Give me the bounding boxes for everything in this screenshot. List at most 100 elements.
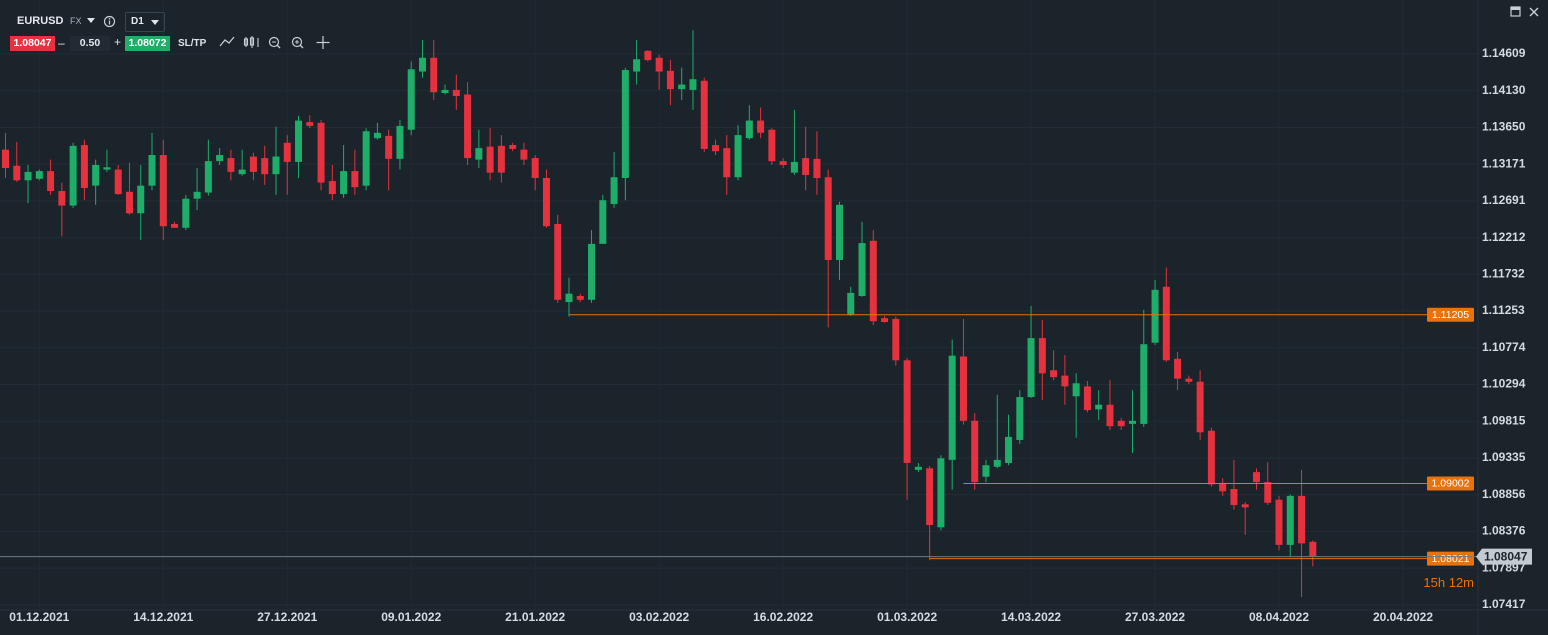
candle: [283, 135, 291, 195]
candle-body: [396, 125, 404, 159]
timeframe[interactable]: D1: [131, 16, 144, 27]
candle: [418, 40, 426, 78]
candle-body: [92, 164, 100, 186]
candle-body: [610, 177, 618, 205]
candle: [452, 74, 460, 110]
candle: [633, 40, 641, 85]
candle: [171, 221, 179, 228]
candle-body: [644, 50, 652, 61]
candle: [1038, 319, 1046, 401]
candle: [47, 159, 55, 195]
candle: [92, 159, 100, 205]
candle-body: [599, 200, 607, 244]
candle-body: [1095, 404, 1103, 410]
candle-body: [249, 156, 257, 172]
candle-body: [1196, 381, 1204, 433]
candle-body: [531, 158, 539, 179]
candle: [892, 316, 900, 366]
candle: [520, 142, 528, 165]
candle: [216, 148, 224, 165]
candle-body: [993, 459, 1001, 467]
x-tick-label: 20.04.2022: [1373, 610, 1433, 624]
candle: [1230, 459, 1238, 510]
candle-body: [295, 120, 303, 162]
sell-button[interactable]: 1.08047: [10, 36, 55, 51]
candle: [148, 132, 156, 191]
candle-body: [373, 132, 381, 139]
tool-icons[interactable]: [218, 34, 338, 52]
candle: [497, 135, 505, 183]
candle-body: [418, 57, 426, 72]
candle: [824, 169, 832, 328]
symbol-dropdown[interactable]: [86, 17, 96, 25]
candle: [1140, 309, 1148, 427]
timeframe-dropdown[interactable]: [150, 19, 160, 27]
candle-body: [869, 240, 877, 322]
x-tick-label: 03.02.2022: [629, 610, 689, 624]
candle-body: [24, 171, 32, 181]
symbol[interactable]: EURUSD: [17, 15, 64, 27]
candle: [272, 126, 280, 195]
decrease-volume[interactable]: –: [58, 36, 65, 50]
candle-body: [193, 191, 201, 199]
candle: [407, 61, 415, 136]
candle-body: [768, 129, 776, 162]
candle: [69, 142, 77, 208]
price-level-tag: [1427, 476, 1474, 491]
y-tick-label: 1.10774: [1482, 340, 1526, 354]
timeframe-box[interactable]: [125, 12, 165, 32]
candle-body: [1230, 488, 1238, 506]
candle-body: [1061, 375, 1069, 387]
candle-body: [1106, 404, 1114, 427]
candle-body: [542, 178, 550, 227]
y-tick-label: 1.08376: [1482, 524, 1526, 538]
candle-body: [475, 148, 483, 160]
sltp-button[interactable]: SL/TP: [178, 38, 207, 49]
candle: [610, 151, 618, 208]
candle-body: [227, 158, 235, 172]
increase-volume[interactable]: +: [114, 35, 122, 49]
candle-body: [159, 155, 167, 227]
candle: [802, 126, 810, 191]
candle-body: [633, 59, 641, 72]
candle-body: [1038, 338, 1046, 374]
candle: [1252, 468, 1260, 490]
candle-body: [588, 243, 596, 300]
candle: [249, 152, 257, 181]
candle-body: [69, 145, 77, 206]
candle-body: [204, 161, 212, 193]
price-level-label: 1.08021: [1432, 553, 1470, 565]
candle: [1207, 427, 1215, 487]
volume[interactable]: 0.50: [70, 36, 110, 51]
candle-body: [1309, 541, 1317, 557]
candle-body: [509, 145, 517, 149]
candle: [204, 139, 212, 196]
candle-body: [137, 185, 145, 214]
candle: [340, 145, 348, 198]
candle: [1241, 502, 1249, 535]
candle-body: [813, 158, 821, 179]
info-icon[interactable]: [103, 15, 116, 28]
candle-body: [982, 465, 990, 477]
candle-body: [723, 148, 731, 178]
window-controls[interactable]: [1508, 5, 1544, 19]
candle-body: [1140, 344, 1148, 424]
candle: [914, 462, 922, 473]
candle: [24, 164, 32, 204]
buy-button[interactable]: 1.08072: [125, 36, 170, 51]
candle: [227, 149, 235, 181]
candle: [1106, 380, 1114, 431]
candle-body: [283, 142, 291, 162]
candle: [723, 135, 731, 195]
candle: [745, 105, 753, 140]
candle-body: [1151, 289, 1159, 343]
candle: [712, 139, 720, 156]
candle-body: [881, 318, 889, 323]
candle-body: [824, 177, 832, 260]
current-price-label: 1.08047: [1484, 549, 1528, 563]
candle: [193, 168, 201, 211]
x-tick-label: 21.01.2022: [505, 610, 565, 624]
candle-body: [1174, 358, 1182, 379]
candle: [1027, 305, 1035, 398]
